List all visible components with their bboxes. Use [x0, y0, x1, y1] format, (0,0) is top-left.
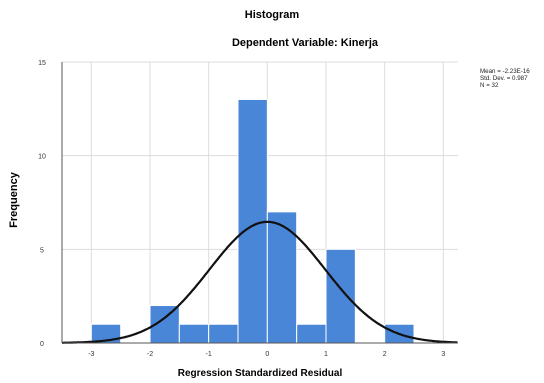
x-tick-label: 0 [265, 351, 269, 358]
stats-mean: Mean = -2.23E-16 [480, 68, 530, 75]
stats-legend: Mean = -2.23E-16 Std. Dev. = 0.987 N = 3… [480, 68, 530, 89]
histogram-bar [325, 248, 356, 344]
y-tick-label: 10 [38, 154, 46, 161]
x-tick-label: 3 [441, 351, 445, 358]
normal-curve-line [62, 220, 458, 344]
x-tick-label: -3 [88, 351, 94, 358]
histogram-bar [178, 323, 210, 344]
x-tick-label: 1 [324, 351, 328, 358]
stats-std-dev: Std. Dev. = 0.987 [480, 75, 528, 82]
histogram-bar [296, 323, 327, 344]
x-tick-label: -1 [206, 351, 212, 358]
histogram-bar [208, 323, 239, 344]
chart-subtitle: Dependent Variable: Kinerja [231, 37, 379, 49]
chart-title: Histogram [244, 9, 300, 21]
normal-curve [62, 220, 458, 344]
axes [61, 62, 458, 344]
x-tick-label: 2 [383, 351, 387, 358]
y-tick-label: 5 [40, 247, 44, 254]
x-axis-label: Regression Standardized Residual [177, 368, 343, 379]
stats-n: N = 32 [480, 82, 499, 89]
y-tick-label: 0 [40, 341, 44, 348]
x-tick-label: -2 [147, 351, 153, 358]
y-tick-label: 15 [38, 60, 46, 67]
histogram-bars [90, 98, 415, 344]
tick-labels: -3 -2 -1 0 1 2 3 0 5 10 15 [38, 60, 445, 358]
